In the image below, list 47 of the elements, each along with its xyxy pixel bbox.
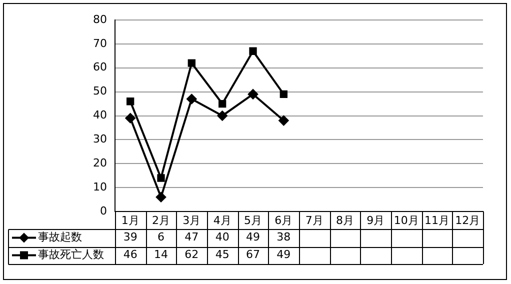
data-label: 14 [154, 248, 168, 262]
x-tick-label: 5月 [244, 214, 262, 227]
data-label: 6 [158, 230, 164, 244]
data-label: 46 [123, 248, 138, 262]
data-label: 49 [246, 230, 260, 244]
data-label: 49 [276, 248, 291, 262]
point [126, 98, 134, 106]
data-label: 38 [276, 230, 291, 244]
point [218, 100, 226, 108]
x-tick-label: 4月 [213, 214, 232, 227]
y-tick-label: 50 [93, 84, 107, 98]
x-tick-label: 11月 [424, 214, 450, 227]
x-tick-label: 2月 [152, 214, 170, 227]
y-tick-label: 20 [93, 156, 107, 170]
data-label: 39 [123, 230, 138, 244]
data-label: 40 [215, 230, 230, 244]
x-tick-label: 3月 [182, 214, 201, 227]
data-label: 67 [246, 248, 260, 262]
point [186, 94, 197, 104]
x-tick-label: 12月 [455, 214, 480, 227]
data-label: 62 [184, 248, 199, 262]
x-tick-label: 10月 [394, 214, 419, 227]
y-tick-label: 70 [93, 36, 107, 50]
y-tick-label: 0 [100, 204, 107, 218]
data-label: 47 [184, 230, 199, 244]
y-tick-label: 30 [93, 132, 107, 146]
x-tick-label: 6月 [274, 214, 293, 227]
x-tick-label: 8月 [336, 214, 354, 227]
point [217, 110, 228, 121]
x-tick-label: 1月 [121, 214, 140, 227]
point [188, 59, 196, 67]
point [248, 89, 258, 100]
point [157, 174, 165, 182]
y-tick-label: 80 [93, 12, 107, 26]
legend-label: 事故起数 [38, 230, 82, 244]
data-label: 45 [215, 248, 230, 262]
point [156, 192, 166, 202]
x-tick-label: 7月 [305, 214, 324, 227]
point [278, 116, 289, 126]
point [249, 47, 257, 55]
y-tick-label: 60 [93, 60, 107, 74]
point [280, 90, 288, 98]
legend-label: 事故死亡人数 [38, 248, 104, 262]
y-tick-label: 10 [93, 180, 107, 194]
point [125, 113, 136, 124]
y-tick-label: 40 [93, 108, 107, 122]
x-tick-label: 9月 [366, 214, 385, 227]
